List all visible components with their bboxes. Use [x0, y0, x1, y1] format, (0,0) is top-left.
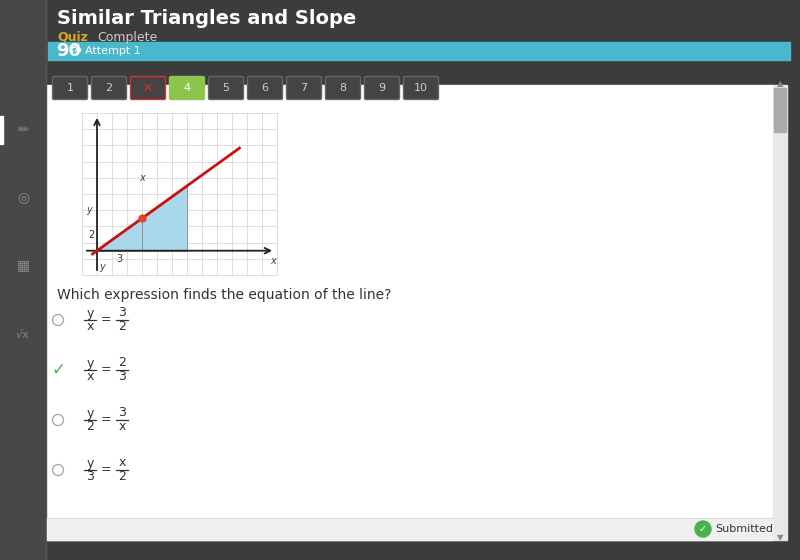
Text: ✕: ✕: [142, 82, 154, 95]
FancyBboxPatch shape: [247, 77, 282, 100]
Circle shape: [695, 521, 711, 537]
Text: Complete: Complete: [97, 30, 158, 44]
Text: ▲: ▲: [777, 80, 783, 88]
Text: Submitted: Submitted: [715, 524, 773, 534]
Text: √x: √x: [16, 330, 30, 340]
FancyBboxPatch shape: [209, 77, 243, 100]
Text: 2: 2: [118, 320, 126, 334]
Text: x: x: [86, 371, 94, 384]
Text: 2: 2: [118, 470, 126, 483]
Text: =: =: [101, 413, 111, 427]
FancyBboxPatch shape: [53, 77, 87, 100]
Text: ▼: ▼: [777, 534, 783, 543]
Bar: [47, 518, 773, 540]
FancyBboxPatch shape: [91, 77, 126, 100]
Text: ▦: ▦: [17, 258, 30, 272]
FancyBboxPatch shape: [170, 77, 205, 100]
Bar: [0, 0, 46, 560]
Text: x: x: [118, 456, 126, 469]
Text: x: x: [118, 421, 126, 433]
Text: 3: 3: [117, 254, 122, 264]
Bar: [774, 88, 786, 132]
Text: ✓: ✓: [51, 361, 65, 379]
Polygon shape: [97, 186, 187, 251]
Text: y: y: [86, 306, 94, 320]
Text: %: %: [72, 44, 82, 54]
Text: y: y: [86, 407, 94, 419]
Text: ◎: ◎: [17, 190, 29, 204]
Text: Attempt 1: Attempt 1: [85, 46, 141, 56]
Circle shape: [53, 464, 63, 475]
Text: Similar Triangles and Slope: Similar Triangles and Slope: [57, 8, 356, 27]
Circle shape: [53, 315, 63, 325]
Bar: [48, 42, 790, 60]
Text: x: x: [270, 256, 276, 265]
FancyBboxPatch shape: [403, 77, 438, 100]
Text: 2: 2: [106, 83, 113, 93]
Text: 2: 2: [118, 357, 126, 370]
FancyBboxPatch shape: [286, 77, 322, 100]
Text: =: =: [101, 314, 111, 326]
Text: x: x: [139, 173, 145, 183]
FancyBboxPatch shape: [130, 77, 166, 100]
Text: 1: 1: [66, 83, 74, 93]
Text: 4: 4: [183, 83, 190, 93]
Text: 90: 90: [56, 42, 81, 60]
Text: y: y: [99, 262, 105, 272]
Text: y: y: [86, 357, 94, 370]
Text: 9: 9: [378, 83, 386, 93]
Text: 3: 3: [118, 306, 126, 320]
Text: 8: 8: [339, 83, 346, 93]
Text: ✏: ✏: [17, 123, 29, 137]
Text: 3: 3: [118, 407, 126, 419]
Text: 6: 6: [262, 83, 269, 93]
Text: Which expression finds the equation of the line?: Which expression finds the equation of t…: [57, 288, 391, 302]
Text: 10: 10: [414, 83, 428, 93]
Text: 2: 2: [88, 230, 94, 240]
Text: =: =: [101, 363, 111, 376]
Bar: [773, 85, 787, 540]
Circle shape: [53, 414, 63, 426]
Text: x: x: [86, 320, 94, 334]
Text: 3: 3: [118, 371, 126, 384]
Bar: [47, 85, 773, 540]
Text: y: y: [86, 205, 92, 215]
Text: Quiz: Quiz: [57, 30, 88, 44]
Text: y: y: [86, 456, 94, 469]
Text: =: =: [101, 464, 111, 477]
FancyBboxPatch shape: [365, 77, 399, 100]
Text: 2: 2: [86, 421, 94, 433]
Text: 3: 3: [86, 470, 94, 483]
Text: 5: 5: [222, 83, 230, 93]
Text: 7: 7: [301, 83, 307, 93]
Polygon shape: [97, 218, 142, 251]
FancyBboxPatch shape: [326, 77, 361, 100]
Bar: [0, 116, 3, 144]
Text: ✓: ✓: [699, 524, 707, 534]
